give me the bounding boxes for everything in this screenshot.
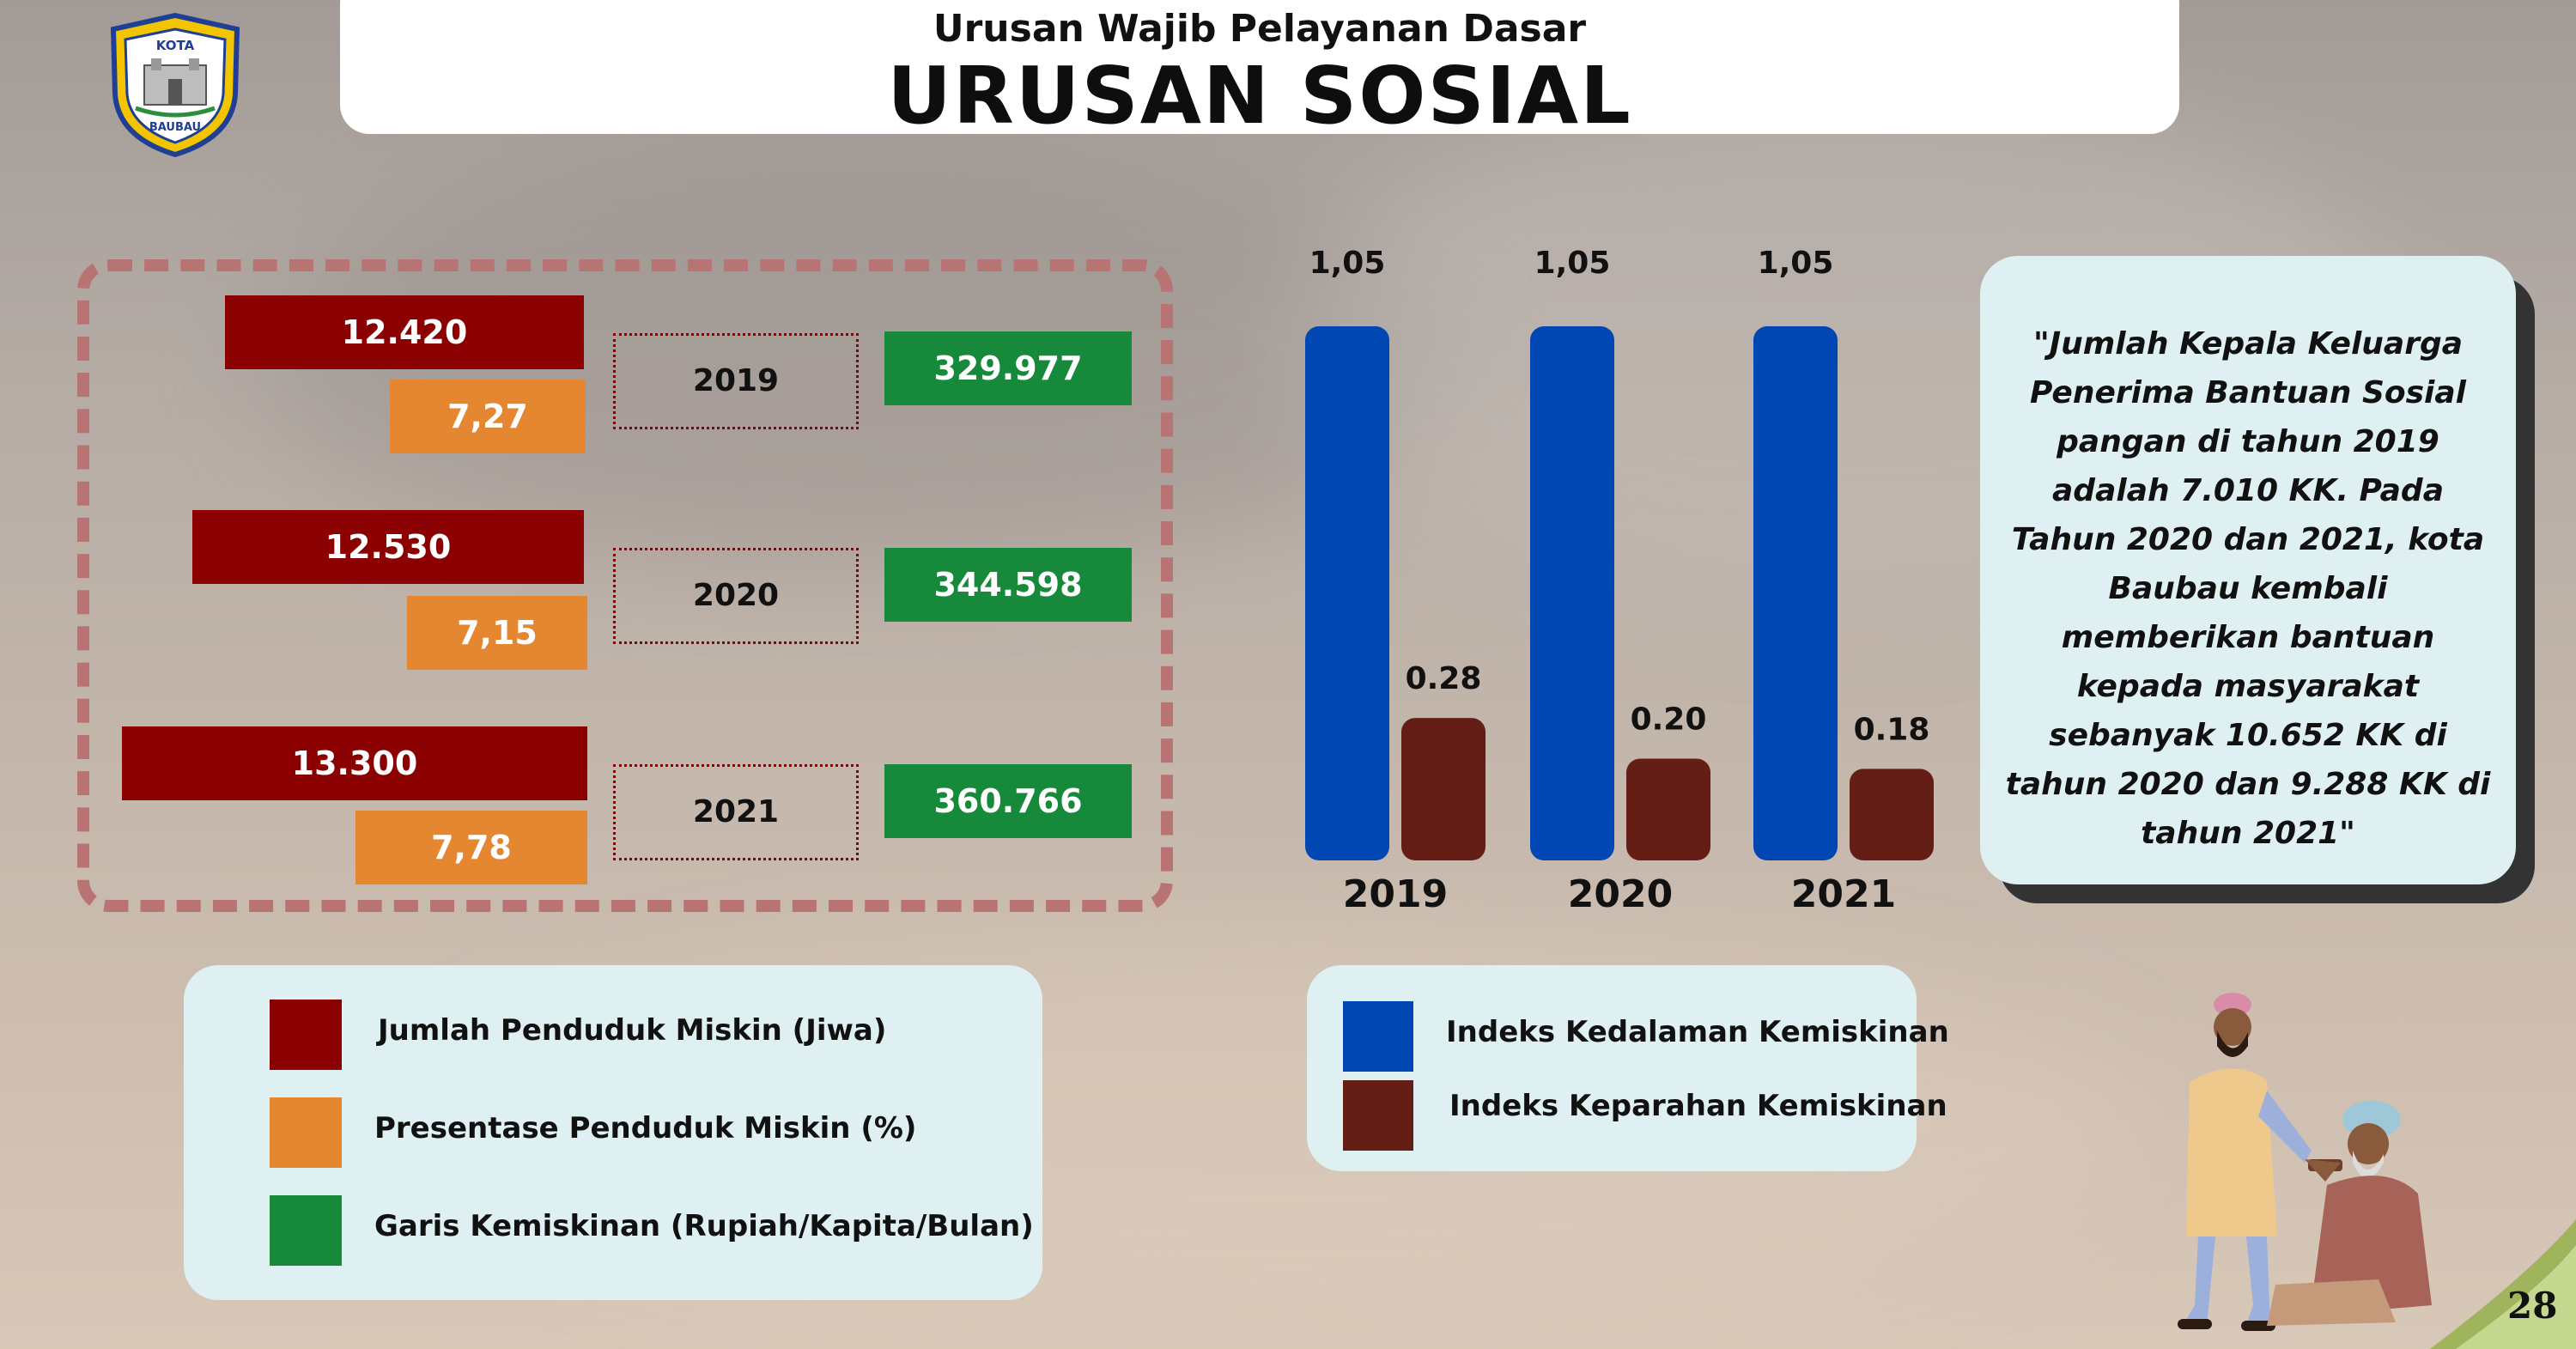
- title-bar: [340, 0, 2179, 134]
- quote-box: [1980, 256, 2516, 884]
- logo-text-top: KOTA: [156, 38, 195, 53]
- bar-depth-2019: [1305, 326, 1389, 860]
- legend-label-population: Jumlah Penduduk Miskin (Jiwa): [378, 1013, 887, 1048]
- data-label-depth-2020: 1,05: [1534, 246, 1611, 281]
- legend-label-percentage: Presentase Penduduk Miskin (%): [374, 1111, 917, 1145]
- poverty-line-bar-2020: 344.598: [884, 548, 1132, 622]
- standing-man-figure: [2178, 993, 2312, 1331]
- legend-swatch-population: [270, 1000, 342, 1070]
- legend-swatch-percentage: [270, 1097, 342, 1168]
- year-label-2019: 2019: [613, 333, 859, 429]
- quote-text: "Jumlah Kepala Keluarga Penerima Bantuan…: [2005, 326, 2491, 851]
- x-tick-label-2019: 2019: [1343, 872, 1448, 916]
- population-bar-2021: 13.300: [122, 726, 587, 800]
- year-label-2021: 2021: [613, 764, 859, 860]
- sitting-man-figure: [2267, 1101, 2432, 1326]
- population-bar-2019: 12.420: [225, 295, 584, 369]
- poverty-line-bar-2019: 329.977: [884, 331, 1132, 405]
- logo-text-bottom: BAUBAU: [149, 121, 201, 134]
- population-bar-2020: 12.530: [192, 510, 584, 584]
- poverty-line-bar-2021: 360.766: [884, 764, 1132, 838]
- percentage-bar-2019: 7,27: [390, 380, 586, 453]
- bar-severity-2021: [1850, 769, 1934, 860]
- legend-swatch-poverty-line: [270, 1195, 342, 1266]
- legend-swatch-depth-index: [1343, 1001, 1413, 1072]
- bar-depth-2020: [1530, 326, 1614, 860]
- data-label-severity-2020: 0.20: [1631, 702, 1707, 738]
- data-label-severity-2019: 0.28: [1406, 661, 1482, 696]
- legend-label-severity-index: Indeks Keparahan Kemiskinan: [1449, 1089, 1947, 1123]
- data-label-depth-2021: 1,05: [1758, 246, 1834, 281]
- legend-label-depth-index: Indeks Kedalaman Kemiskinan: [1446, 1015, 1949, 1049]
- data-label-severity-2021: 0.18: [1854, 712, 1930, 747]
- page-number: 28: [2507, 1285, 2558, 1327]
- page-subtitle: Urusan Wajib Pelayanan Dasar: [933, 7, 1587, 51]
- year-label-2020: 2020: [613, 548, 859, 644]
- bar-depth-2021: [1753, 326, 1838, 860]
- page-title: URUSAN SOSIAL: [887, 50, 1632, 142]
- percentage-bar-2020: 7,15: [407, 596, 587, 670]
- bar-severity-2020: [1626, 758, 1710, 860]
- x-tick-label-2020: 2020: [1568, 872, 1673, 916]
- legend-swatch-severity-index: [1343, 1080, 1413, 1151]
- x-tick-label-2021: 2021: [1791, 872, 1896, 916]
- bar-severity-2019: [1401, 718, 1485, 860]
- poverty-legend: Jumlah Penduduk Miskin (Jiwa) Presentase…: [184, 965, 1042, 1300]
- city-logo: KOTA BAUBAU: [110, 12, 240, 158]
- index-legend: Indeks Kedalaman Kemiskinan Indeks Kepar…: [1307, 965, 1949, 1171]
- charity-illustration: [2178, 993, 2432, 1331]
- page-corner-curl: [2430, 1219, 2576, 1349]
- legend-label-poverty-line: Garis Kemiskinan (Rupiah/Kapita/Bulan): [374, 1209, 1034, 1243]
- poverty-data-frame: [77, 259, 1173, 912]
- data-label-depth-2019: 1,05: [1309, 246, 1386, 281]
- percentage-bar-2021: 7,78: [355, 811, 587, 884]
